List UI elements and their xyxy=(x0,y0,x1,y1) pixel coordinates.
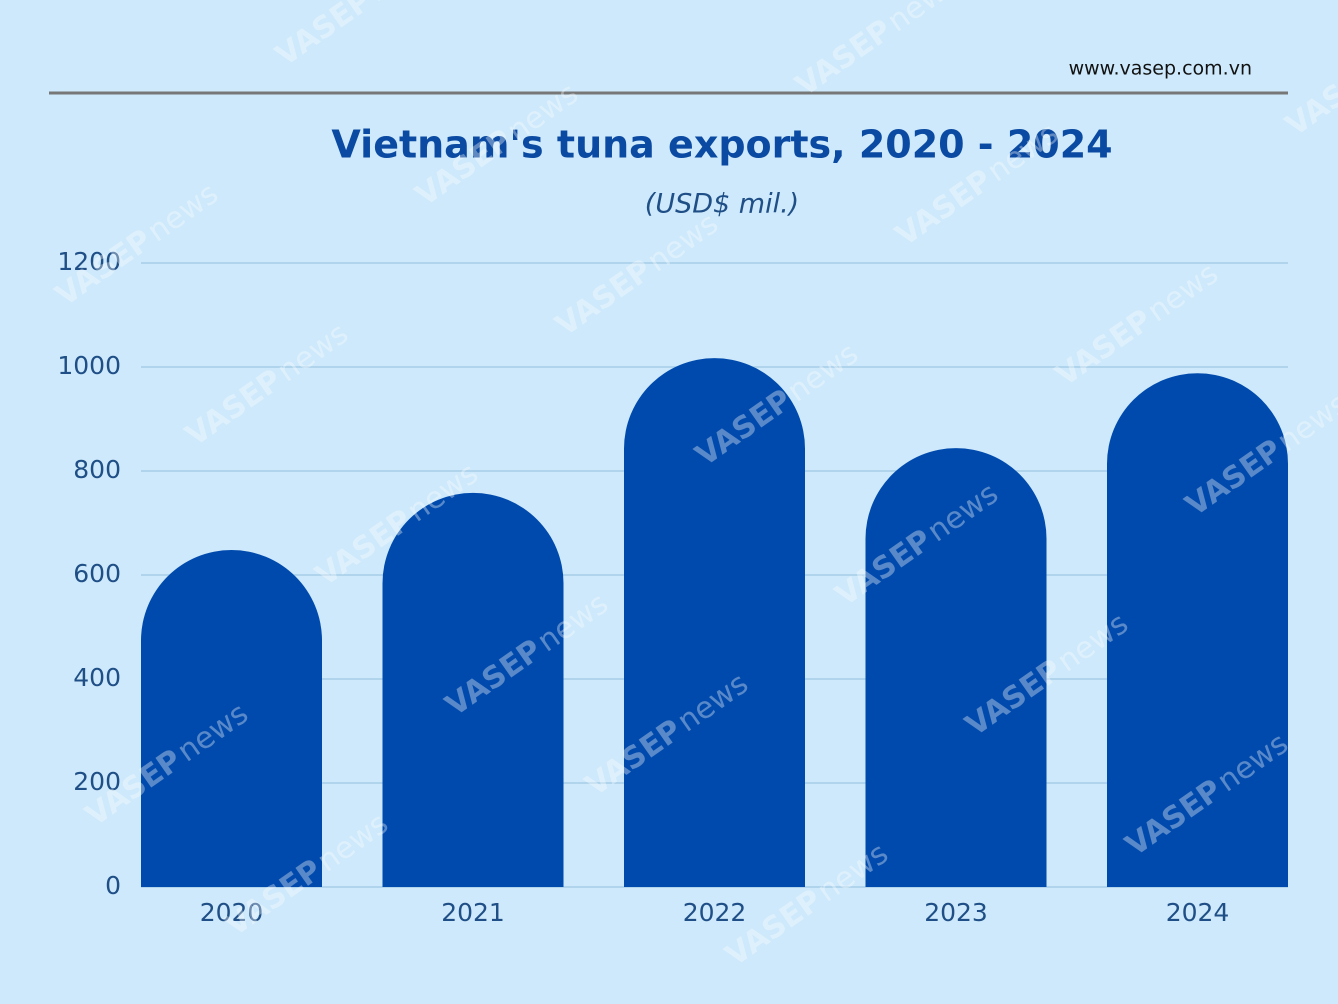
bar xyxy=(865,448,1047,887)
chart-subtitle: (USD$ mil.) xyxy=(645,189,799,220)
bar xyxy=(382,492,564,887)
x-tick-label: 2022 xyxy=(683,898,747,927)
y-tick-label: 1000 xyxy=(57,351,121,380)
x-tick-label: 2024 xyxy=(1166,898,1230,927)
bar xyxy=(624,358,805,887)
plot: 0 200 400 600 800 1000 1200 2020 2021 2022 2023 202… xyxy=(57,247,1288,927)
y-tick-label: 400 xyxy=(73,663,121,692)
x-tick-label: 2020 xyxy=(200,898,264,927)
bar xyxy=(141,550,322,887)
y-tick-label: 0 xyxy=(105,871,121,900)
y-tick-label: 200 xyxy=(73,767,121,796)
y-tick-label: 800 xyxy=(73,455,121,484)
x-tick-label: 2023 xyxy=(924,898,988,927)
source: www.vasep.com.vn xyxy=(1069,58,1252,80)
y-tick-label: 1200 xyxy=(57,247,121,276)
chart-title: Vietnam's tuna exports, 2020 - 2024 xyxy=(331,123,1112,167)
bar xyxy=(1107,373,1288,887)
x-tick-label: 2021 xyxy=(441,898,505,927)
y-tick-label: 600 xyxy=(73,559,121,588)
